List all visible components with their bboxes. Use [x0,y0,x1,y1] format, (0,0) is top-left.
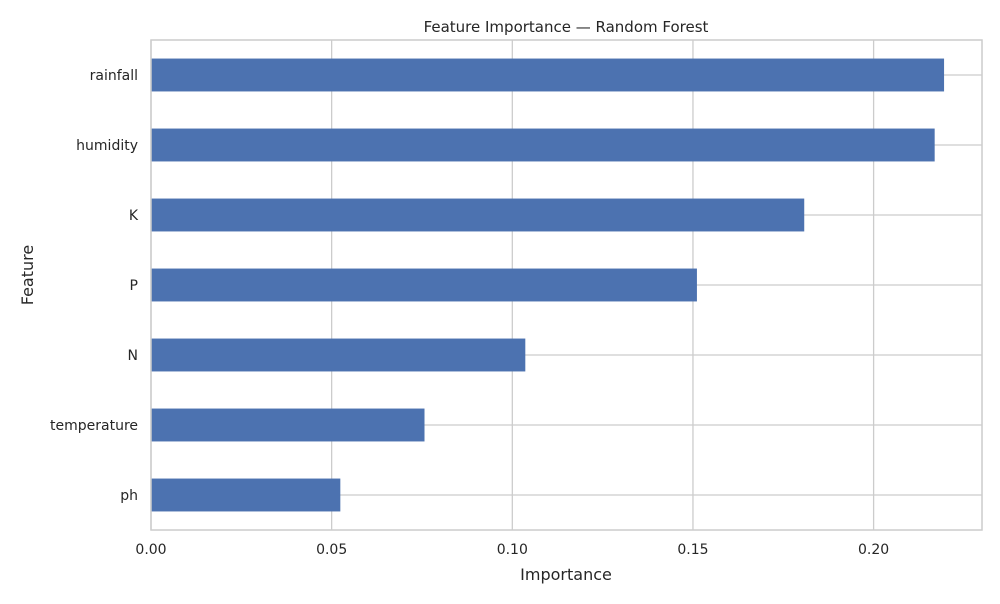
y-axis-label: Feature [18,245,37,305]
bar-humidity [151,128,935,162]
y-tick-label: rainfall [90,68,138,84]
plot-frame [150,39,983,531]
y-tick-label: humidity [76,138,138,154]
bar-ph [151,478,341,512]
bar-rainfall [151,58,945,92]
bar-K [151,198,805,232]
chart-title: Feature Importance — Random Forest [424,18,709,36]
x-tick-label: 0.10 [497,542,528,558]
ticks-layer: 0.00 0.05 0.10 0.15 0.20 rainfall humidity K P Nt… [50,68,889,558]
bars-layer [151,58,945,512]
x-axis-label: Importance [520,565,612,584]
bar-temperature [151,408,425,442]
y-tick-label: P [130,278,138,294]
x-tick-label: 0.05 [316,542,347,558]
y-tick-label: temperature [50,418,138,434]
y-tick-label: ph [120,488,138,504]
x-tick-label: 0.00 [135,542,166,558]
y-tick-label: N [128,348,138,364]
bar-P [151,268,697,302]
y-tick-label: K [129,208,139,224]
bar-N [151,338,526,372]
x-tick-label: 0.20 [858,542,889,558]
axes-layer [150,39,983,531]
x-tick-label: 0.15 [677,542,708,558]
